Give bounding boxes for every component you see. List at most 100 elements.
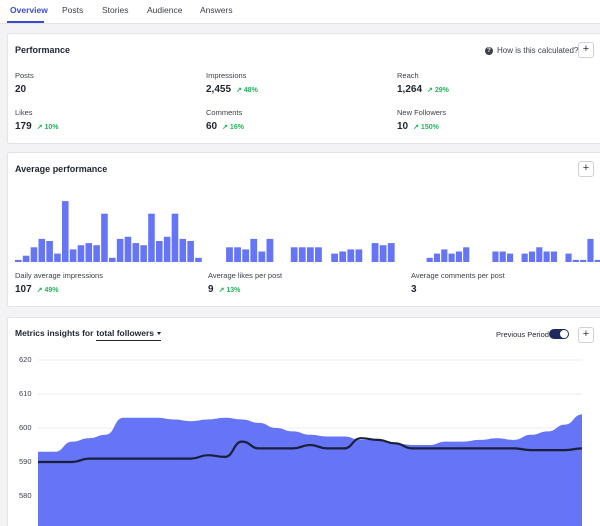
bar <box>69 249 77 262</box>
metric-value: 60 <box>206 121 218 132</box>
bar <box>455 251 462 262</box>
metric-reach: Reach 1,264 ↗ 29% <box>397 71 449 95</box>
avg-impressions-value: 107 <box>15 284 32 295</box>
metric-value: 2,455 <box>206 84 232 95</box>
add-button[interactable]: + <box>578 42 594 58</box>
bar <box>507 253 514 262</box>
bar <box>85 243 93 262</box>
bar <box>54 253 61 262</box>
bar <box>242 249 250 262</box>
average-performance-card: Average performance + Daily average impr… <box>7 152 600 307</box>
bar <box>355 249 363 262</box>
y-tick-label: 610 <box>19 389 32 398</box>
metric-value-row: 179 ↗ 10% <box>15 121 59 132</box>
bar <box>448 253 455 262</box>
bar <box>38 238 46 262</box>
bar <box>266 238 274 262</box>
bar <box>387 243 395 262</box>
bar <box>536 247 543 262</box>
comments-bar-chart <box>426 238 600 262</box>
y-tick-label: 580 <box>19 491 32 500</box>
performance-card: Performance ? How is this calculated? + … <box>7 33 600 144</box>
metric-value: 20 <box>15 84 27 95</box>
avg-impressions-value-row: 107 ↗ 49% <box>15 284 59 295</box>
tab-overview[interactable]: Overview <box>10 5 48 15</box>
y-tick-label: 590 <box>19 457 32 466</box>
metric-value: 179 <box>15 121 32 132</box>
bar <box>156 241 163 262</box>
metric-value: 10 <box>397 121 409 132</box>
metric-change: ↗ 49% <box>36 287 59 294</box>
bar <box>426 257 433 262</box>
metric-comments: Comments 60 ↗ 16% <box>206 108 244 132</box>
metric-change: ↗ 10% <box>36 124 59 131</box>
avg-impressions-label: Daily average impressions <box>15 271 103 280</box>
metric-label: New Followers <box>397 108 447 117</box>
metric-change: ↗ 29% <box>427 87 449 94</box>
bar <box>521 253 528 262</box>
bar <box>30 247 38 262</box>
average-performance-title: Average performance <box>15 164 108 174</box>
tab-audience[interactable]: Audience <box>147 5 183 15</box>
bar <box>306 247 314 262</box>
bar <box>315 247 322 262</box>
caret-down-icon <box>157 332 162 336</box>
bar <box>187 241 194 262</box>
bar <box>179 238 187 262</box>
bar <box>594 259 600 262</box>
tab-bar: Overview Posts Stories Audience Answers <box>0 0 600 24</box>
add-button[interactable]: + <box>578 327 594 343</box>
metric-value-row: 2,455 ↗ 48% <box>206 84 258 95</box>
y-tick-label: 600 <box>19 423 32 432</box>
bar <box>132 243 140 262</box>
metric-posts: Posts 20 <box>15 71 34 95</box>
bar <box>77 245 85 262</box>
tab-posts[interactable]: Posts <box>62 5 84 15</box>
bar <box>441 249 448 262</box>
metric-value: 1,264 <box>397 84 423 95</box>
bar <box>550 251 557 262</box>
active-tab-indicator <box>7 21 44 23</box>
metric-likes: Likes 179 ↗ 10% <box>15 108 59 132</box>
bar <box>331 253 339 262</box>
bar <box>499 251 506 262</box>
metric-change: ↗ 150% <box>413 124 439 131</box>
bar <box>163 236 171 262</box>
bar <box>463 247 470 262</box>
metrics-insights-prefix: Metrics insights for <box>15 328 94 338</box>
tab-answers[interactable]: Answers <box>200 5 233 15</box>
bar <box>565 253 572 262</box>
bar <box>195 257 202 262</box>
bar <box>148 213 155 262</box>
metric-impressions: Impressions 2,455 ↗ 48% <box>206 71 258 95</box>
metric-value-row: 60 ↗ 16% <box>206 121 244 132</box>
bar <box>101 213 108 262</box>
bar <box>298 247 306 262</box>
metric-label: Likes <box>15 108 33 117</box>
followers-area-chart <box>38 359 582 526</box>
bar <box>290 247 298 262</box>
bar <box>379 245 387 262</box>
bar <box>171 213 179 262</box>
bar <box>528 251 536 262</box>
how-calculated-label: How is this calculated? <box>497 46 579 55</box>
bar <box>15 259 22 262</box>
bar <box>580 259 587 262</box>
bar <box>62 201 69 262</box>
metric-change: ↗ 13% <box>218 287 241 294</box>
tab-stories[interactable]: Stories <box>102 5 129 15</box>
how-calculated-link[interactable]: ? How is this calculated? <box>485 46 578 55</box>
previous-period-label: Previous Period <box>496 330 549 339</box>
avg-likes-value: 9 <box>208 284 214 295</box>
metric-value-row: 20 <box>15 84 34 95</box>
bar <box>46 241 53 262</box>
add-button[interactable]: + <box>578 161 594 177</box>
metric-dropdown[interactable]: total followers <box>96 328 162 341</box>
bar <box>543 251 550 262</box>
metric-dropdown-label: total followers <box>96 328 155 338</box>
bar <box>572 259 579 262</box>
bar <box>140 245 147 262</box>
question-icon: ? <box>485 46 493 55</box>
avg-likes-label: Average likes per post <box>208 271 283 280</box>
previous-period-toggle[interactable] <box>549 329 569 339</box>
